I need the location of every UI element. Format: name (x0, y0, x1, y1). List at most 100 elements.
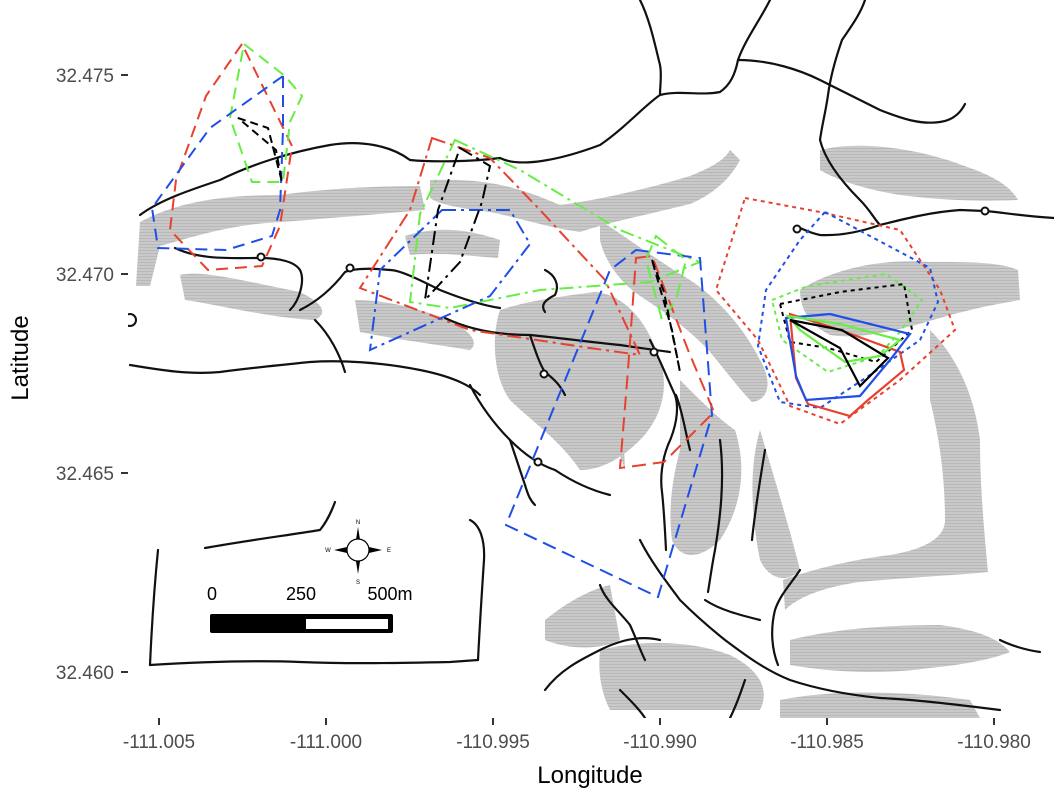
terrain-patch (180, 273, 323, 320)
terrain-patch (355, 300, 474, 350)
terrain-patch (780, 692, 980, 718)
road-loop (533, 457, 543, 467)
range-polygon-green (228, 42, 304, 183)
range-polygon-black (237, 117, 283, 183)
y-axis-title: Latitude (7, 315, 34, 400)
road-loop (128, 313, 137, 327)
range-polygon-blue (504, 248, 714, 599)
road-line (498, 0, 772, 164)
compass-north-label: N (356, 520, 360, 526)
y-tick-label: 32.475 (56, 66, 114, 87)
road-line (674, 393, 692, 452)
x-tick-label: -110.995 (456, 732, 530, 753)
terrain-patch (430, 150, 740, 232)
map-panel: N S W E 0 250 500m (128, 0, 1054, 718)
y-tick-label: 32.470 (56, 265, 114, 286)
x-tick-label: -110.980 (957, 732, 1031, 753)
road-line (388, 268, 502, 310)
y-axis: 32.475 32.470 32.465 32.460 Latitude (7, 66, 128, 684)
road-line (598, 583, 647, 662)
range-polygon-black (789, 318, 890, 388)
road-loop (345, 263, 355, 273)
terrain-layer (136, 145, 1020, 718)
road-loops (128, 206, 990, 467)
x-tick-label: -111.005 (123, 732, 195, 753)
terrain-patch (670, 380, 742, 555)
compass-west-needle (334, 547, 347, 553)
compass-circle (346, 538, 370, 562)
range-polygon-blue (368, 209, 532, 352)
terrain-patch (800, 261, 1020, 337)
road-loop (792, 224, 802, 234)
scale-bar: 0 250 500m (207, 584, 413, 633)
range-polygon-blue (150, 74, 284, 252)
compass-west-label: W (325, 548, 331, 554)
road-line (148, 658, 480, 667)
terrain-patch (599, 643, 764, 710)
home-range-group-1 (150, 42, 304, 272)
road-line (998, 638, 1042, 654)
road-line (728, 678, 747, 718)
range-polygon-red (714, 196, 957, 426)
range-polygon-red (168, 42, 294, 272)
scale-label-500m: 500m (367, 584, 412, 604)
compass-south-label: S (356, 580, 360, 586)
road-line (703, 598, 762, 622)
range-polygon-green (644, 234, 688, 323)
range-polygon-black (423, 146, 492, 304)
road-line (771, 568, 802, 667)
x-axis: -111.005 -111.000 -110.995 -110.990 -110… (123, 718, 1031, 789)
road-loop (539, 369, 549, 379)
terrain-patch (790, 625, 1010, 672)
y-tick-label: 32.465 (56, 464, 114, 485)
road-line (798, 223, 882, 237)
road-line (173, 246, 304, 312)
x-axis-title: Longitude (537, 762, 642, 789)
terrain-patch (545, 585, 620, 648)
road-line (541, 268, 559, 314)
x-tick-label: -110.990 (623, 732, 697, 753)
road-line (618, 688, 647, 718)
scale-label-0: 0 (207, 584, 217, 604)
terrain-patch (600, 220, 768, 402)
road-line (543, 636, 662, 692)
compass-east-needle (369, 547, 382, 553)
road-line (638, 0, 662, 97)
terrain-patch (820, 145, 1018, 201)
range-polygon-red (358, 136, 642, 357)
terrain-patch (783, 330, 988, 610)
scale-bar-white-segment (306, 619, 388, 629)
range-polygon-red (618, 254, 716, 470)
y-tick-label: 32.460 (56, 663, 114, 684)
x-tick-label: -110.985 (790, 732, 864, 753)
compass-rose: N S W E (325, 520, 391, 586)
road-line (298, 267, 392, 312)
road-line (878, 696, 1002, 712)
road-line (128, 360, 482, 397)
x-tick-label: -111.000 (290, 732, 362, 753)
range-polygon-green (785, 314, 903, 364)
home-range-group-4-inner (784, 312, 912, 418)
home-range-group-2 (358, 136, 703, 357)
road-line (313, 318, 347, 374)
road-line (648, 338, 679, 552)
road-line (443, 316, 672, 354)
scale-label-250: 250 (286, 584, 316, 604)
range-polygon-black (651, 259, 681, 373)
compass-east-label: E (387, 548, 391, 554)
road-line (638, 538, 882, 700)
range-polygon-green (408, 138, 703, 310)
terrain-patch (752, 430, 800, 579)
road-loop (980, 206, 990, 216)
road-line (553, 468, 612, 497)
road-line (750, 448, 767, 542)
road-loop (649, 347, 659, 357)
road-loop (256, 252, 266, 262)
terrain-patch (405, 229, 500, 258)
road-line (468, 518, 486, 662)
home-range-group-3 (504, 234, 716, 599)
range-polygon-blue (784, 312, 912, 402)
road-line (508, 438, 537, 507)
terrain-patch (136, 186, 425, 286)
